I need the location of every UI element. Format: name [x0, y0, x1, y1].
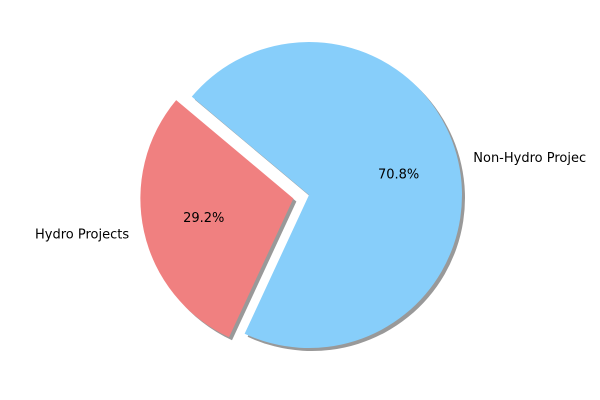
pie-slices	[140, 41, 462, 349]
percent-label-hydro-projects: 29.2%	[183, 211, 224, 226]
pie-slice-non-hydro-projec	[191, 41, 462, 349]
pie-slice-hydro-projects	[140, 100, 294, 338]
percent-label-non-hydro-projec: 70.8%	[378, 168, 419, 183]
slice-label-non-hydro-projec: Non-Hydro Projec	[473, 151, 586, 166]
slice-label-hydro-projects: Hydro Projects	[35, 228, 129, 243]
pie-labels: Hydro Projects 29.2% Non-Hydro Projec 70.8%	[35, 151, 586, 243]
